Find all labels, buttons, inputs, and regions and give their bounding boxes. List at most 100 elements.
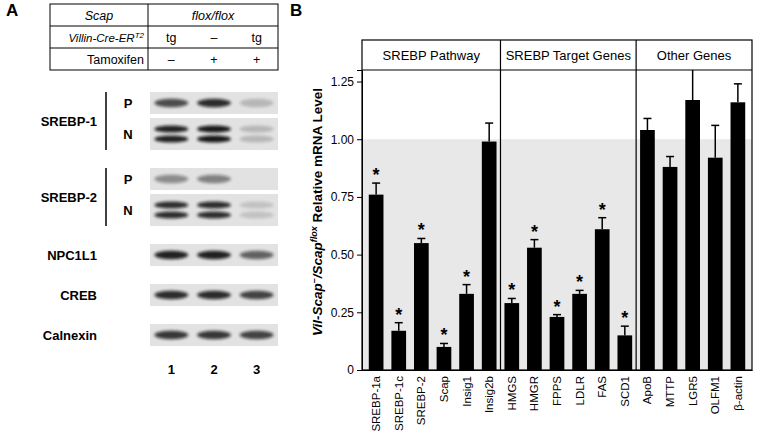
x-tick-label: LGR5: [687, 376, 699, 406]
bar: [504, 303, 519, 370]
header-value: +: [253, 53, 260, 67]
error-stem: [647, 118, 649, 130]
significance: *: [418, 220, 425, 240]
error-cap: [643, 118, 651, 120]
band-part: [197, 201, 231, 208]
x-tick-label: SREBP-2: [415, 376, 427, 425]
y-tick: 0.75: [331, 190, 362, 204]
x-tick-label: Insig2b: [483, 376, 495, 413]
bar: [527, 248, 542, 370]
blot-strip: [150, 168, 278, 190]
significance: *: [599, 200, 606, 220]
x-tick: LGR5: [687, 370, 699, 406]
band: [154, 291, 188, 299]
band-part: [154, 135, 188, 142]
x-tick: FAS: [596, 370, 608, 398]
band: [154, 251, 188, 259]
x-tick: SREBP-1a: [370, 370, 382, 432]
significance: *: [531, 222, 538, 242]
header-label: Villin-Cre-ERT2: [68, 30, 144, 44]
y-axis-line: [357, 71, 363, 371]
error-stem: [488, 123, 490, 141]
bar: [414, 243, 429, 370]
panel-label: A: [6, 1, 18, 20]
bar: [369, 195, 384, 370]
band: [197, 251, 231, 259]
panel-b: B***********SREBP PathwaySREBP Target Ge…: [290, 1, 753, 432]
band: [197, 125, 231, 142]
blot-strip: [150, 324, 278, 346]
bracket: [105, 92, 107, 150]
y-tick-mark: [357, 255, 362, 256]
header-rule: [50, 26, 278, 27]
band: [154, 331, 188, 339]
header-rule: [50, 48, 278, 49]
band-part: [197, 135, 231, 142]
x-tick: HMGR: [528, 370, 540, 411]
band: [240, 125, 274, 142]
y-tick-label: 0: [347, 363, 354, 377]
band: [197, 99, 231, 107]
significance: *: [373, 165, 380, 185]
band-part: [240, 201, 274, 208]
x-tick: FPPS: [551, 370, 563, 406]
group-divider: [500, 40, 501, 370]
x-tick: SREBP-1c: [393, 370, 405, 431]
significance: *: [621, 308, 628, 328]
error-cap: [666, 156, 674, 158]
significance: *: [440, 325, 447, 345]
group-label: SREBP Pathway: [383, 48, 481, 63]
band: [197, 331, 231, 339]
band-part: [154, 201, 188, 208]
x-tick-label: OLFM1: [709, 376, 721, 414]
lane-number: 3: [253, 362, 260, 377]
x-tick-label: SREBP-1c: [393, 376, 405, 431]
bar: [437, 347, 452, 370]
x-tick-label: SCD1: [619, 376, 631, 407]
header-rule: [362, 69, 752, 70]
fraction-label: P: [124, 172, 133, 187]
fraction-label: N: [123, 203, 132, 218]
error-bar: [734, 84, 742, 102]
band: [197, 291, 231, 299]
lane-number: 1: [168, 362, 175, 377]
error-stem: [715, 125, 717, 157]
bar: [459, 294, 474, 370]
header-label: Tamoxifen: [87, 53, 144, 67]
y-tick-mark: [357, 370, 362, 371]
significance: *: [553, 297, 560, 317]
x-tick-label: ApoB: [641, 376, 653, 404]
significance: *: [576, 272, 583, 292]
header-value: tg: [166, 31, 176, 45]
y-tick-mark: [357, 139, 362, 140]
band: [240, 251, 274, 259]
y-axis-title-part: Relative mRNA Level: [310, 88, 325, 226]
x-tick: HMGS: [506, 370, 518, 411]
y-axis-title-part: flox: [309, 225, 319, 242]
x-axis-line: [363, 370, 753, 371]
bracket: [105, 168, 107, 226]
significance: *: [395, 305, 402, 325]
blot-label: SREBP-1: [41, 114, 97, 129]
fraction-label: P: [124, 96, 133, 111]
blot-strip: [150, 194, 278, 226]
panel-a: AScapflox/floxVillin-Cre-ERT2tg–tgTamoxi…: [6, 1, 278, 377]
lane-number: 2: [210, 362, 217, 377]
error-cap: [711, 125, 719, 127]
band-part: [154, 125, 188, 132]
band: [240, 99, 274, 107]
bar: [731, 102, 746, 370]
header-value: flox/flox: [192, 9, 235, 23]
bar: [572, 294, 587, 370]
x-tick: OLFM1: [709, 370, 721, 414]
x-tick: SREBP-2: [415, 370, 427, 425]
bar: [391, 331, 406, 370]
blot-strip: [150, 284, 278, 306]
error-bar: [711, 125, 719, 157]
error-bar: [689, 70, 697, 100]
band: [197, 201, 231, 218]
error-cap: [734, 83, 742, 85]
figure: AScapflox/floxVillin-Cre-ERT2tg–tgTamoxi…: [0, 0, 766, 440]
blot-strip: [150, 92, 278, 114]
x-axis: SREBP-1aSREBP-1cSREBP-2ScapInsig1Insig2b…: [363, 370, 753, 432]
